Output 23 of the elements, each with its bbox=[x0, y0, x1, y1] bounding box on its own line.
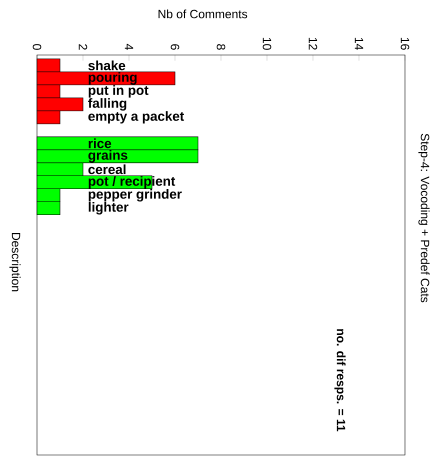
y-tick-label: falling bbox=[88, 98, 126, 111]
y-tick-label: pouring bbox=[88, 72, 137, 85]
text: Step-4: Vocoding + Predef Cats bbox=[418, 134, 430, 302]
y-tick-label: lighter bbox=[88, 202, 128, 214]
x-tick-label: 6 bbox=[170, 44, 180, 50]
x-tick-label: 8 bbox=[216, 44, 226, 50]
y-tick-label: empty a packet bbox=[88, 111, 184, 124]
x-tick-label: 12 bbox=[308, 38, 318, 50]
y-tick-label: rice bbox=[88, 138, 112, 148]
x-tick-label: 0 bbox=[32, 44, 42, 50]
x-tick-label: 14 bbox=[354, 38, 364, 50]
y-tick-label: grains bbox=[88, 150, 128, 163]
x-axis-title: Nb of Comments bbox=[158, 9, 248, 18]
y-tick-label: cereal bbox=[88, 164, 126, 174]
y-tick-label: put in pot bbox=[88, 85, 148, 98]
y-tick-label: pepper grinder bbox=[88, 189, 182, 202]
x-tick-label: 16 bbox=[400, 38, 410, 50]
text: no. dif resps. = 11 bbox=[334, 329, 346, 432]
y-axis-title: Description bbox=[9, 232, 21, 292]
x-tick-label: 10 bbox=[262, 38, 272, 50]
y-tick-label: shake bbox=[88, 60, 126, 70]
x-tick-label: 2 bbox=[78, 44, 88, 50]
x-tick-label: 4 bbox=[124, 44, 134, 50]
